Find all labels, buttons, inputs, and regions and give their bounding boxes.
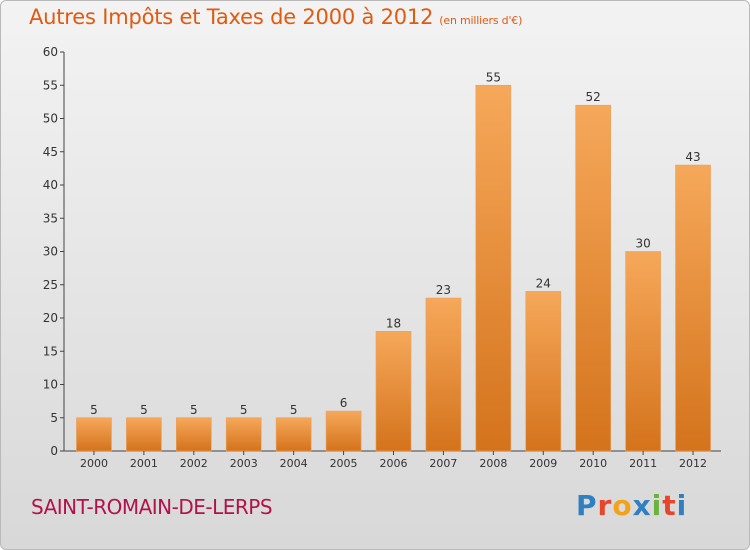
- bar: [325, 410, 362, 452]
- x-tick-label: 2001: [130, 457, 158, 470]
- x-tick-label: 2009: [529, 457, 557, 470]
- x-tick-label: 2010: [579, 457, 607, 470]
- bar: [425, 297, 462, 452]
- bar: [675, 164, 711, 452]
- x-tick-label: 2003: [230, 457, 258, 470]
- chart-title: Autres Impôts et Taxes de 2000 à 2012 (en…: [29, 5, 522, 29]
- bar-value-label: 5: [240, 403, 248, 417]
- bar: [625, 251, 661, 452]
- bar: [225, 417, 262, 452]
- y-tick-label: 5: [50, 411, 58, 425]
- chart-title-text: Autres Impôts et Taxes de 2000 à 2012: [29, 5, 434, 29]
- x-tick-label: 2005: [330, 457, 358, 470]
- bar: [126, 417, 162, 452]
- bar-value-label: 24: [536, 276, 551, 290]
- x-tick-label: 2000: [80, 457, 108, 470]
- bar: [176, 417, 212, 452]
- bar-value-label: 5: [290, 403, 298, 417]
- y-tick-label: 35: [43, 211, 58, 225]
- bar: [575, 104, 611, 452]
- commune-name: SAINT-ROMAIN-DE-LERPS: [31, 495, 273, 519]
- bar-value-label: 23: [436, 283, 451, 297]
- x-tick-label: 2011: [629, 457, 657, 470]
- x-tick-label: 2002: [180, 457, 208, 470]
- y-tick-label: 40: [43, 178, 58, 192]
- bar: [375, 330, 412, 452]
- y-tick-label: 10: [43, 378, 58, 392]
- proxiti-logo: Proxiti: [576, 489, 688, 522]
- bar-value-label: 43: [685, 150, 700, 164]
- bar: [76, 417, 112, 452]
- bar-value-label: 55: [486, 70, 501, 84]
- bar: [475, 84, 512, 452]
- x-tick-label: 2006: [380, 457, 408, 470]
- y-tick-label: 60: [43, 45, 58, 59]
- x-tick-label: 2007: [429, 457, 457, 470]
- bar: [525, 291, 562, 452]
- x-tick-label: 2004: [280, 457, 308, 470]
- y-tick-label: 0: [50, 444, 58, 458]
- x-tick-label: 2012: [679, 457, 707, 470]
- bar-value-label: 52: [586, 90, 601, 104]
- bar-value-label: 5: [140, 403, 148, 417]
- chart-subtitle: (en milliers d'€): [439, 14, 523, 27]
- y-tick-label: 20: [43, 311, 58, 325]
- bar-value-label: 6: [340, 396, 348, 410]
- bar-value-label: 5: [190, 403, 198, 417]
- y-tick-label: 50: [43, 112, 58, 126]
- bar-value-label: 18: [386, 316, 401, 330]
- y-tick-label: 25: [43, 278, 58, 292]
- bar: [275, 417, 312, 452]
- bar-value-label: 30: [635, 237, 650, 251]
- y-tick-label: 15: [43, 344, 58, 358]
- y-tick-label: 45: [43, 145, 58, 159]
- bar-value-label: 5: [90, 403, 98, 417]
- x-tick-label: 2008: [479, 457, 507, 470]
- y-tick-label: 55: [43, 78, 58, 92]
- y-tick-label: 30: [43, 245, 58, 259]
